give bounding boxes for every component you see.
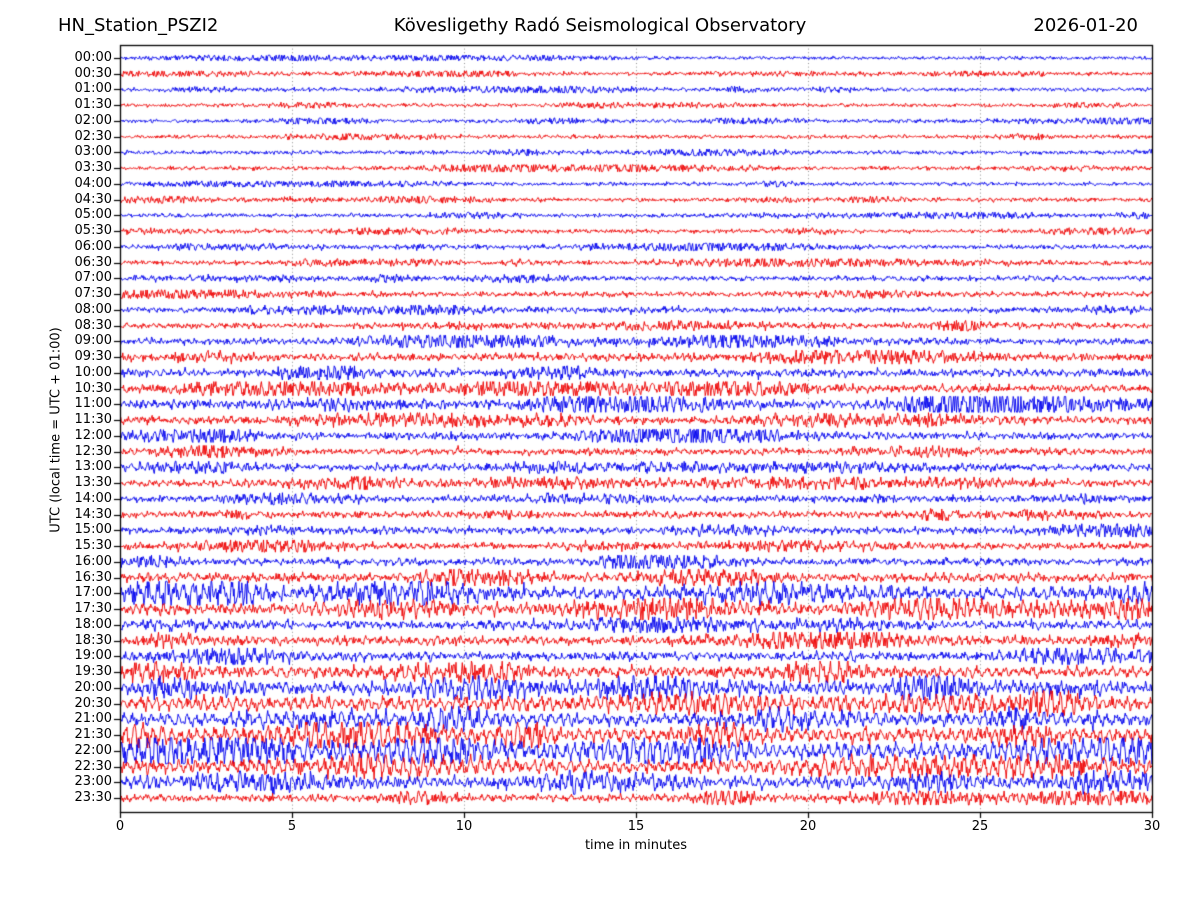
- y-tick-label: 08:30: [74, 317, 112, 333]
- y-tick-label: 05:00: [74, 207, 112, 223]
- y-tick-label: 18:30: [74, 632, 112, 648]
- y-tick-label: 06:30: [74, 254, 112, 270]
- y-tick-label: 12:00: [74, 427, 112, 443]
- y-tick-label: 03:30: [74, 160, 112, 176]
- y-tick-label: 22:00: [74, 742, 112, 758]
- y-tick-label: 21:00: [74, 711, 112, 727]
- y-tick-label: 23:30: [74, 790, 112, 805]
- y-axis-label: UTC (local time = UTC + 01:00): [48, 327, 64, 533]
- y-tick-label: 11:30: [74, 412, 112, 428]
- y-tick-label: 11:00: [74, 396, 112, 412]
- y-tick-label: 13:00: [74, 459, 112, 475]
- y-tick-label: 23:00: [74, 774, 112, 790]
- y-tick-label: 19:30: [74, 664, 112, 680]
- y-tick-label: 13:30: [74, 475, 112, 491]
- y-tick-label: 02:30: [74, 128, 112, 144]
- y-tick-label: 04:30: [74, 191, 112, 207]
- y-tick-label: 09:00: [74, 333, 112, 349]
- y-tick-label: 17:30: [74, 601, 112, 617]
- y-tick-label: 17:00: [74, 585, 112, 601]
- y-tick-label: 09:30: [74, 349, 112, 365]
- x-tick-label: 15: [627, 819, 645, 834]
- x-tick-label: 20: [799, 819, 817, 834]
- y-tick-label: 12:30: [74, 443, 112, 459]
- x-tick-label: 0: [115, 819, 125, 834]
- y-tick-label: 07:30: [74, 286, 112, 302]
- x-tick-label: 5: [287, 819, 297, 834]
- y-tick-label: 14:30: [74, 506, 112, 522]
- y-tick-label: 01:30: [74, 97, 112, 113]
- y-tick-label: 04:00: [74, 175, 112, 191]
- y-tick-label: 06:00: [74, 238, 112, 254]
- x-axis-label: time in minutes: [584, 838, 688, 853]
- y-tick-label: 15:00: [74, 522, 112, 538]
- observatory-title: Kövesligethy Radó Seismological Observat…: [393, 15, 807, 36]
- y-tick-label: 16:00: [74, 553, 112, 569]
- y-tick-label: 01:00: [74, 81, 112, 97]
- y-tick-label: 02:00: [74, 112, 112, 128]
- y-tick-label: 21:30: [74, 727, 112, 743]
- y-tick-label: 15:30: [74, 538, 112, 554]
- y-tick-label: 20:00: [74, 679, 112, 695]
- x-tick-label: 10: [455, 819, 473, 834]
- y-tick-label: 19:00: [74, 648, 112, 664]
- y-tick-label: 10:00: [74, 364, 112, 380]
- y-tick-label: 18:00: [74, 616, 112, 632]
- y-tick-label: 08:00: [74, 301, 112, 317]
- y-tick-label: 00:30: [74, 65, 112, 81]
- y-tick-label: 07:00: [74, 270, 112, 286]
- y-tick-label: 03:00: [74, 144, 112, 160]
- x-tick-label: 25: [971, 819, 989, 834]
- x-tick-label: 30: [1143, 819, 1161, 834]
- y-tick-label: 22:30: [74, 758, 112, 774]
- y-tick-label: 05:30: [74, 223, 112, 239]
- y-tick-label: 14:00: [74, 490, 112, 506]
- y-tick-label: 00:00: [74, 50, 112, 65]
- y-tick-label: 10:30: [74, 380, 112, 396]
- station-title: HN_Station_PSZI2: [58, 15, 219, 36]
- y-tick-label: 20:30: [74, 695, 112, 711]
- date-title: 2026-01-20: [1033, 15, 1138, 36]
- y-tick-label: 16:30: [74, 569, 112, 585]
